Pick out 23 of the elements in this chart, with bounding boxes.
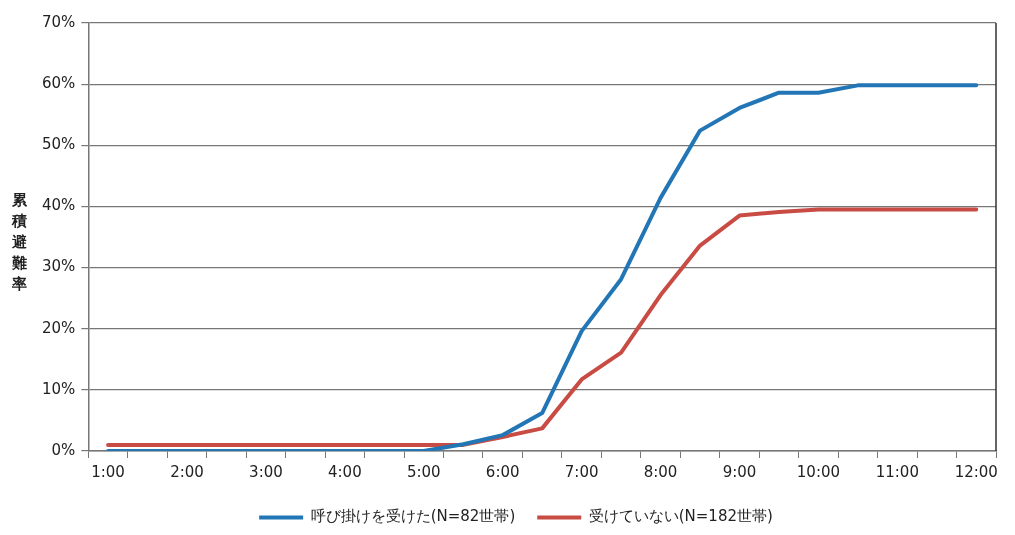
x-tick-label: 1:00 (91, 462, 125, 481)
y-tick-label: 60% (42, 74, 76, 93)
x-tick-label: 3:00 (249, 462, 283, 481)
x-tick-label: 9:00 (722, 462, 757, 481)
y-tick-label: 20% (42, 318, 76, 337)
legend-label: 呼び掛けを受けた(N=82世帯) (310, 507, 516, 526)
x-tick-label: 5:00 (406, 462, 441, 481)
x-tick-label: 10:00 (796, 462, 841, 481)
x-tick-label: 7:00 (564, 462, 599, 481)
y-tick-label: 0% (51, 440, 76, 459)
x-tick-label: 4:00 (328, 462, 362, 481)
x-tick-label: 6:00 (485, 462, 520, 481)
x-tick-label: 11:00 (875, 462, 919, 481)
x-tick-label: 2:00 (170, 462, 204, 481)
y-tick-label: 30% (42, 257, 76, 276)
y-tick-label: 70% (42, 12, 76, 31)
y-axis-title: 累積避難率 (12, 190, 27, 295)
x-tick-label: 12:00 (954, 462, 998, 481)
y-tick-label: 40% (42, 196, 76, 215)
x-tick-label: 8:00 (643, 462, 678, 481)
y-tick-label: 10% (42, 379, 76, 398)
y-tick-label: 50% (42, 135, 76, 154)
legend-label: 受けていない(N=182世帯) (588, 507, 773, 526)
